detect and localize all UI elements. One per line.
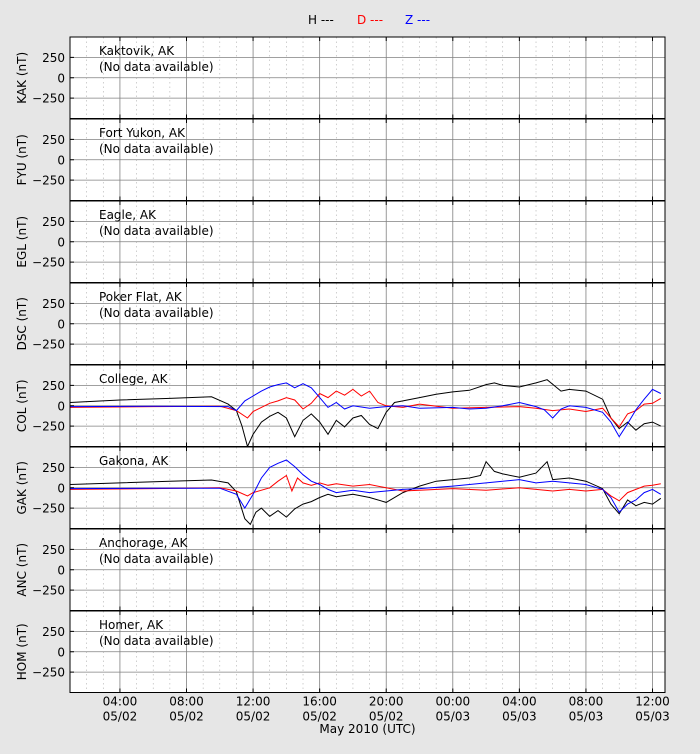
panel-4: 250 0 −250 College, AK COL (nT) [15, 364, 666, 447]
y-tick-label: −250 [32, 92, 65, 106]
y-tick-label: −250 [32, 666, 65, 680]
y-axis-label: COL (nT) [15, 379, 29, 432]
legend-entry-h: H --- [308, 13, 334, 27]
panel-5: 250 0 −250 Gakona, AK GAK (nT) [15, 446, 666, 529]
y-tick-label: −250 [32, 420, 65, 434]
y-tick-label: −250 [32, 338, 65, 352]
legend: H --- D --- Z --- [308, 13, 430, 27]
y-axis-label: HOM (nT) [15, 623, 29, 680]
x-tick-label-time: 04:00 [103, 695, 138, 709]
series-line-z [70, 382, 662, 438]
y-tick-label: 250 [42, 625, 65, 639]
x-tick-label-date: 05/03 [635, 710, 670, 724]
station-label: Anchorage, AK [99, 536, 188, 550]
y-tick-label: −250 [32, 174, 65, 188]
y-axis-label: GAK (nT) [15, 461, 29, 515]
panel-7: 250 0 −250 Homer, AK (No data available) HOM … [15, 610, 666, 693]
series-line-h [70, 460, 662, 526]
panel-3: 250 0 −250 Poker Flat, AK (No data available… [15, 282, 666, 365]
x-tick-label-time: 16:00 [302, 695, 337, 709]
y-tick-label: 250 [42, 461, 65, 475]
panel-1: 250 0 −250 Fort Yukon, AK (No data available… [15, 118, 666, 201]
series-line-z [70, 459, 662, 514]
y-tick-label: 250 [42, 51, 65, 65]
series-line-h [70, 379, 662, 447]
y-tick-label: 0 [57, 645, 65, 659]
y-tick-label: 250 [42, 215, 65, 229]
status-label: (No data available) [99, 60, 214, 74]
status-label: (No data available) [99, 142, 214, 156]
x-tick-label-time: 04:00 [502, 695, 537, 709]
y-tick-label: 0 [57, 481, 65, 495]
status-label: (No data available) [99, 306, 214, 320]
y-tick-label: 0 [57, 317, 65, 331]
series-line-d [70, 474, 661, 502]
x-axis: 04:0005/0208:0005/0212:0005/0216:0005/02… [103, 695, 670, 724]
x-tick-label-time: 12:00 [236, 695, 271, 709]
legend-entry-d: D --- [357, 13, 383, 27]
x-tick-label-date: 05/02 [169, 710, 204, 724]
y-tick-label: −250 [32, 256, 65, 270]
legend-entry-z: Z --- [405, 13, 430, 27]
y-tick-label: −250 [32, 502, 65, 516]
y-tick-label: 0 [57, 235, 65, 249]
station-label: Poker Flat, AK [99, 290, 183, 304]
panels: 250 0 −250 Kaktovik, AK (No data available) K… [15, 36, 666, 693]
status-label: (No data available) [99, 634, 214, 648]
x-tick-label-date: 05/03 [569, 710, 604, 724]
y-tick-label: −250 [32, 584, 65, 598]
x-tick-label-date: 05/02 [369, 710, 404, 724]
x-tick-label-time: 20:00 [369, 695, 404, 709]
y-tick-label: 0 [57, 71, 65, 85]
panel-frame [69, 610, 666, 693]
station-label: Gakona, AK [99, 454, 169, 468]
x-tick-label-date: 05/03 [436, 710, 471, 724]
station-label: Eagle, AK [99, 208, 157, 222]
y-tick-label: 0 [57, 399, 65, 413]
x-tick-label-date: 05/03 [502, 710, 537, 724]
status-label: (No data available) [99, 552, 214, 566]
panel-2: 250 0 −250 Eagle, AK (No data available) EGL … [15, 200, 666, 283]
y-axis-label: FYU (nT) [15, 134, 29, 185]
x-tick-label-date: 05/02 [236, 710, 271, 724]
y-tick-label: 250 [42, 133, 65, 147]
x-tick-label-time: 12:00 [635, 695, 670, 709]
x-axis-label: May 2010 (UTC) [319, 722, 415, 736]
x-tick-label-date: 05/02 [103, 710, 138, 724]
y-tick-label: 0 [57, 563, 65, 577]
y-tick-label: 250 [42, 379, 65, 393]
y-tick-label: 250 [42, 543, 65, 557]
station-label: Fort Yukon, AK [99, 126, 186, 140]
station-label: Kaktovik, AK [99, 44, 175, 58]
y-tick-label: 250 [42, 297, 65, 311]
x-tick-label-time: 00:00 [436, 695, 471, 709]
y-axis-label: KAK (nT) [15, 52, 29, 104]
x-tick-label-time: 08:00 [569, 695, 604, 709]
y-tick-label: 0 [57, 153, 65, 167]
x-tick-label-date: 05/02 [302, 710, 337, 724]
y-axis-label: DSC (nT) [15, 297, 29, 350]
y-axis-label: ANC (nT) [15, 543, 29, 597]
panel-0: 250 0 −250 Kaktovik, AK (No data available) K… [15, 36, 666, 119]
x-tick-label-time: 08:00 [169, 695, 204, 709]
station-label: Homer, AK [99, 618, 164, 632]
y-axis-label: EGL (nT) [15, 216, 29, 268]
panel-6: 250 0 −250 Anchorage, AK (No data available)… [15, 528, 666, 611]
status-label: (No data available) [99, 224, 214, 238]
series-line-d [70, 388, 662, 428]
station-label: College, AK [99, 372, 169, 386]
